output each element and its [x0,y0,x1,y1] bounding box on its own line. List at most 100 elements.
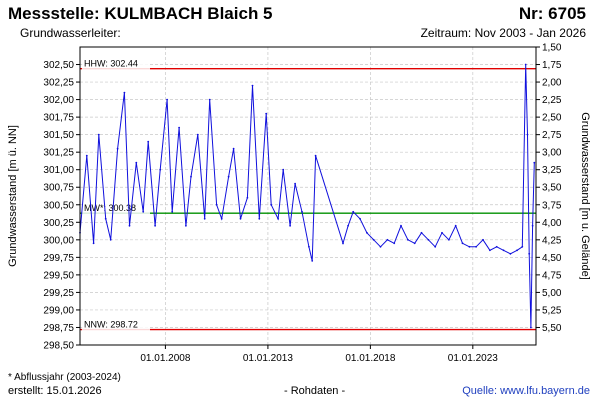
data-point [311,260,314,262]
y2-tick-label: 5,25 [542,305,562,316]
x-tick-label: 01.01.2008 [140,353,190,364]
data-point [441,231,443,234]
data-point [215,203,218,206]
data-point [407,238,409,241]
data-point [301,210,303,213]
data-point [482,238,484,241]
y2-tick-label: 4,50 [542,253,562,264]
data-point [347,224,349,227]
y2-tick-label: 2,00 [542,78,562,89]
y-axis-title: Grundwasserstand [m ü. NN] [7,125,19,267]
data-point [461,242,464,245]
reference-label: MW*: 300.38 [84,203,136,213]
data-point [92,242,95,245]
data-point [427,238,430,241]
data-point [528,252,531,255]
data-point [178,126,181,129]
grid [80,47,536,346]
data-point [393,242,396,245]
x-tick-label: 01.01.2018 [345,353,395,364]
y2-tick-label: 1,50 [542,43,562,54]
y-tick-label: 299,50 [43,270,74,281]
data-point [208,98,211,101]
y-tick-label: 302,25 [43,78,74,89]
data-point [123,91,126,94]
y2-tick-label: 1,75 [542,60,562,71]
data-point [526,133,529,136]
y2-tick-label: 3,50 [542,183,562,194]
y2-tick-label: 4,00 [542,218,562,229]
plot-frame [79,46,537,346]
data-point [227,175,230,178]
y-tick-label: 302,50 [43,60,74,71]
data-point [524,63,527,66]
data-point [154,224,157,227]
y2-tick-label: 2,25 [542,95,562,106]
y-tick-label: 301,00 [43,165,74,176]
data-point [502,249,505,252]
y-tick-label: 299,75 [43,253,74,264]
created-date: erstellt: 15.01.2026 [8,385,102,397]
y2-tick-label: 4,75 [542,270,562,281]
data-point [533,161,536,164]
data-point [448,238,450,241]
y-tick-label: 300,50 [43,200,74,211]
data-point [352,210,355,213]
data-point [277,217,279,220]
y2-tick-label: 4,25 [542,235,562,246]
reference-label-bg [82,203,150,215]
data-point [289,224,291,227]
data-point [116,147,119,150]
data-point [342,242,344,245]
reference-label: HHW: 302.44 [84,59,138,69]
x-tick-label: 01.01.2013 [243,353,293,364]
data-point [239,217,242,220]
data-point [531,224,534,227]
y-tick-label: 298,75 [43,323,74,334]
data-point [104,217,107,220]
y-tick-label: 300,00 [43,235,74,246]
data-point [372,238,375,241]
y-tick-label: 299,00 [43,305,74,316]
data-point [314,154,317,157]
data-point [379,245,382,248]
data-point [420,231,423,234]
station-title: Messstelle: KULMBACH Blaich 5 [8,4,273,23]
y-tick-label: 302,00 [43,95,74,106]
data-point [185,224,187,227]
source-link[interactable]: Quelle: www.lfu.bayern.de [462,385,590,397]
data-point [413,242,416,245]
data-point [294,182,296,185]
data-point [308,245,310,248]
data-point [135,161,138,164]
y2-axis-title: Grundwasserstand [m u. Gelände] [579,112,591,280]
reference-lines: HHW: 302.44 MW*: 300.38 NNW: 298.72 [80,58,536,331]
x-axis-ticks: 01.01.2008 01.01.2013 01.01.2018 01.01.2023 [140,345,498,364]
data-point [190,175,192,178]
y-tick-label: 299,25 [43,288,74,299]
period-label: Zeitraum: Nov 2003 - Jan 2026 [420,26,586,40]
aquifer-label: Grundwasserleiter: [20,26,121,40]
data-point [489,249,491,252]
data-point [454,224,457,227]
data-point [159,168,162,171]
data-point [270,203,273,206]
data-point [530,326,532,329]
series-layer [79,63,536,329]
y-tick-label: 298,50 [43,341,74,352]
data-point [516,249,518,252]
data-point [468,245,471,248]
y-tick-label: 300,75 [43,183,74,194]
data-point [203,217,206,220]
data-point [220,217,223,220]
data-point [434,245,437,248]
data-point [282,168,285,171]
y-tick-label: 301,25 [43,148,74,159]
data-point [251,84,254,87]
reference-label-bg [82,58,150,70]
y2-tick-label: 3,75 [542,200,562,211]
station-number: Nr: 6705 [518,4,586,23]
data-point [97,133,100,136]
data-point [509,252,512,255]
y-tick-label: 301,50 [43,130,74,141]
